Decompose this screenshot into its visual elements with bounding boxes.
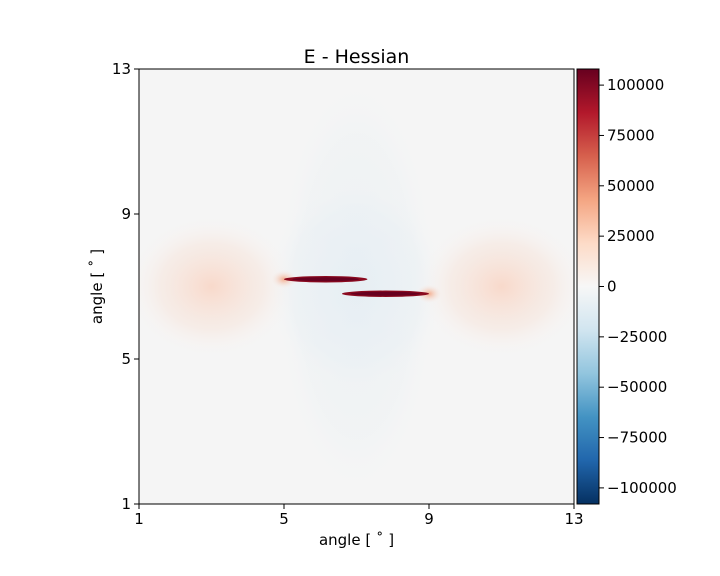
high-value-streak-core <box>292 277 360 282</box>
y-axis-ticks: 1 5 9 13 <box>112 60 139 513</box>
x-tick-label: 1 <box>134 510 144 528</box>
x-tick-label: 5 <box>279 510 289 528</box>
x-tick-label: 9 <box>424 510 434 528</box>
y-tick-label: 1 <box>121 495 131 513</box>
heatmap-features <box>139 69 574 504</box>
x-axis-ticks: 1 5 9 13 <box>134 504 584 528</box>
colorbar-tick-label: −75000 <box>607 429 667 447</box>
y-axis-label: angle [ ˚ ] <box>88 249 106 324</box>
plot-frame <box>138 68 575 505</box>
colorbar <box>576 68 600 505</box>
positive-lobe <box>139 214 299 359</box>
colorbar-ticks: 100000 75000 50000 25000 0 −25000 −50000 −75000… <box>599 76 677 497</box>
heatmap-area <box>139 69 574 504</box>
colorbar-tick-label: −50000 <box>607 378 667 396</box>
chart-title: E - Hessian <box>304 46 410 68</box>
y-tick-label: 13 <box>112 60 131 78</box>
x-axis-label: angle [ ˚ ] <box>319 531 394 549</box>
colorbar-tick-label: −25000 <box>607 328 667 346</box>
y-tick-label: 9 <box>121 205 131 223</box>
colorbar-tick-label: 0 <box>607 278 617 296</box>
colorbar-tick-label: 50000 <box>607 177 655 195</box>
y-tick-label: 5 <box>121 350 131 368</box>
positive-lobe <box>414 214 574 359</box>
colorbar-tick-label: 100000 <box>607 76 664 94</box>
colorbar-tick-label: 25000 <box>607 227 655 245</box>
colorbar-tick-label: −100000 <box>607 479 677 497</box>
high-value-streak-core <box>350 291 421 296</box>
negative-region-outer <box>273 69 440 504</box>
x-tick-label: 13 <box>564 510 583 528</box>
colorbar-tick-label: 75000 <box>607 126 655 144</box>
